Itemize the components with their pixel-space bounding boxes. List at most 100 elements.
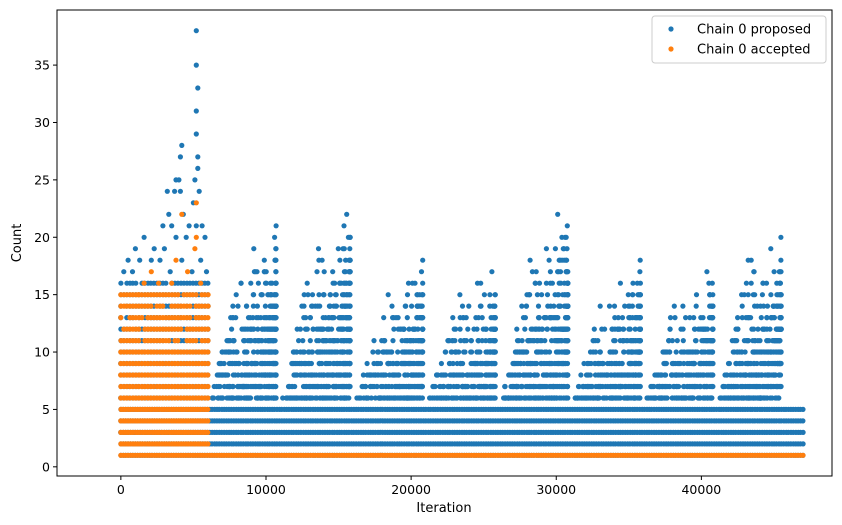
proposed-point: [442, 395, 449, 401]
proposed-point: [597, 303, 603, 309]
proposed-point: [671, 303, 677, 309]
proposed-point: [683, 395, 689, 401]
proposed-point: [674, 360, 681, 367]
proposed-point: [406, 395, 412, 401]
proposed-point: [619, 360, 625, 367]
proposed-point: [247, 326, 253, 332]
proposed-point: [380, 395, 386, 401]
proposed-point: [193, 223, 199, 229]
proposed-point: [481, 292, 487, 298]
proposed-point: [479, 315, 485, 321]
proposed-point: [667, 326, 673, 332]
proposed-point: [238, 280, 244, 286]
proposed-point: [395, 349, 401, 355]
proposed-point: [459, 303, 466, 309]
proposed-point: [546, 257, 552, 263]
proposed-point: [262, 383, 268, 390]
proposed-point: [330, 372, 336, 378]
proposed-point: [216, 395, 222, 401]
proposed-point: [341, 315, 347, 321]
proposed-point: [752, 303, 758, 309]
proposed-point: [591, 326, 597, 332]
proposed-point: [764, 315, 770, 321]
proposed-point: [333, 395, 339, 401]
proposed-point: [347, 303, 353, 309]
proposed-point: [674, 395, 680, 401]
proposed-point: [669, 360, 675, 367]
proposed-point: [584, 360, 590, 367]
proposed-point: [172, 188, 178, 194]
proposed-point: [535, 338, 541, 344]
proposed-point: [233, 292, 239, 298]
proposed-point: [534, 326, 540, 332]
proposed-point: [625, 383, 631, 390]
proposed-point: [598, 372, 604, 378]
proposed-point: [385, 360, 391, 367]
proposed-point: [216, 360, 222, 367]
proposed-point: [736, 360, 742, 367]
proposed-point: [750, 349, 756, 355]
proposed-point: [193, 108, 199, 114]
proposed-point: [404, 292, 411, 298]
proposed-point: [272, 257, 278, 263]
proposed-point: [690, 360, 696, 367]
proposed-point: [316, 349, 322, 355]
proposed-point: [478, 395, 484, 401]
proposed-point: [438, 360, 444, 367]
proposed-point: [673, 349, 679, 355]
proposed-point: [306, 349, 312, 355]
proposed-point: [235, 303, 241, 309]
proposed-point: [192, 177, 198, 183]
proposed-point: [308, 372, 314, 378]
proposed-point: [457, 315, 463, 321]
proposed-point: [547, 280, 554, 286]
proposed-point: [536, 315, 542, 321]
proposed-point: [755, 338, 761, 344]
proposed-point: [289, 360, 295, 367]
proposed-point: [637, 383, 643, 390]
proposed-point: [239, 383, 245, 390]
proposed-point: [273, 303, 279, 309]
proposed-point: [310, 326, 316, 332]
proposed-point: [390, 338, 396, 344]
proposed-point: [758, 315, 764, 321]
proposed-point: [522, 372, 528, 378]
proposed-point: [564, 223, 570, 229]
proposed-point: [487, 292, 493, 298]
proposed-point: [462, 349, 468, 355]
proposed-point: [324, 395, 330, 401]
proposed-point: [462, 383, 468, 390]
proposed-point: [680, 326, 686, 332]
proposed-point: [771, 269, 777, 275]
proposed-point: [680, 338, 686, 344]
proposed-point: [609, 360, 615, 367]
proposed-point: [536, 280, 543, 286]
proposed-point: [347, 246, 353, 252]
proposed-point: [468, 338, 474, 344]
proposed-point: [315, 246, 322, 252]
proposed-point: [440, 372, 446, 378]
proposed-point: [709, 395, 715, 401]
proposed-point: [309, 303, 315, 309]
proposed-point: [705, 360, 711, 367]
proposed-point: [341, 292, 347, 298]
proposed-point: [260, 349, 266, 355]
proposed-point: [372, 395, 378, 401]
proposed-point: [406, 360, 412, 367]
proposed-point: [205, 280, 211, 286]
proposed-point: [483, 326, 489, 332]
proposed-point: [694, 349, 700, 355]
proposed-point: [550, 372, 557, 378]
proposed-point: [196, 188, 202, 194]
proposed-point: [250, 292, 256, 298]
proposed-point: [264, 372, 270, 378]
proposed-point: [555, 349, 561, 355]
proposed-point: [717, 395, 723, 401]
proposed-point: [255, 280, 261, 286]
proposed-point: [537, 383, 543, 390]
proposed-point: [199, 223, 205, 229]
proposed-point: [587, 349, 594, 355]
proposed-point: [330, 338, 337, 344]
proposed-point: [387, 395, 393, 401]
proposed-point: [413, 395, 419, 401]
